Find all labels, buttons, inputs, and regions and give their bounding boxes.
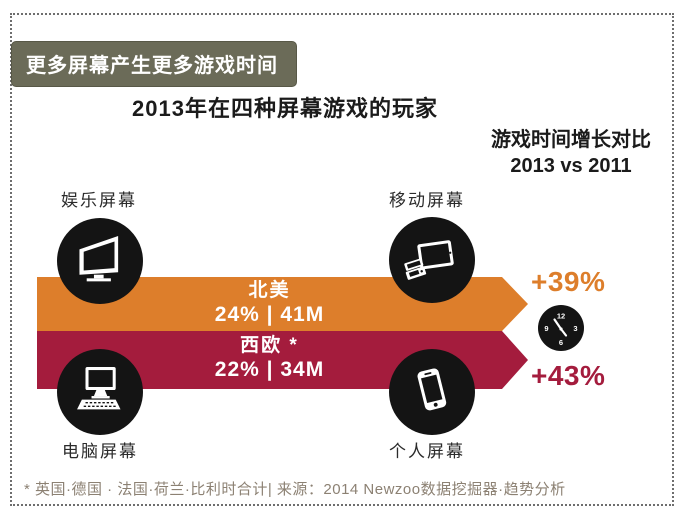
north-america-region-label: 北美 [248, 280, 291, 301]
page-title: 2013年在四种屏幕游戏的玩家 [132, 96, 438, 121]
tv-icon [71, 230, 129, 293]
western-europe-band-text: 西欧 * 22% | 34M [37, 335, 502, 383]
entertainment-screen-badge [57, 218, 143, 304]
mobile-screen-badge [389, 217, 475, 303]
computer-screen-label: 电脑屏幕 [62, 442, 138, 461]
header-banner: 更多屏幕产生更多游戏时间 [11, 41, 297, 87]
north-america-band-text: 北美 24% | 41M [37, 280, 502, 328]
svg-text:6: 6 [559, 338, 563, 347]
entertainment-screen-label: 娱乐屏幕 [61, 191, 137, 210]
comparison-heading: 游戏时间增长对比 2013 vs 2011 [468, 127, 674, 179]
svg-text:9: 9 [544, 324, 548, 333]
clock-icon: 12 3 6 9 [538, 305, 584, 355]
western-europe-region-label: 西欧 * [240, 335, 299, 356]
source-footnote: * 英国·德国 · 法国·荷兰·比利时合计| 来源：2014 Newzoo数据挖… [24, 481, 566, 498]
smartphone-icon [403, 361, 461, 424]
desktop-computer-icon [71, 361, 129, 424]
mobile-screen-label: 移动屏幕 [389, 191, 465, 210]
clock-badge: 12 3 6 9 [538, 305, 584, 351]
personal-screen-label: 个人屏幕 [389, 442, 465, 461]
comparison-heading-line1: 游戏时间增长对比 [491, 129, 651, 151]
north-america-stat: 24% | 41M [214, 303, 325, 326]
north-america-growth-value: +39% [531, 266, 606, 297]
western-europe-growth-value: +43% [531, 360, 606, 391]
comparison-heading-line2: 2013 vs 2011 [510, 155, 632, 177]
personal-screen-badge [389, 349, 475, 435]
svg-text:3: 3 [573, 324, 577, 333]
svg-text:12: 12 [557, 312, 565, 321]
dotted-border-frame [10, 13, 674, 506]
western-europe-stat: 22% | 34M [214, 358, 325, 381]
computer-screen-badge [57, 349, 143, 435]
tablet-handheld-icon [403, 229, 461, 292]
